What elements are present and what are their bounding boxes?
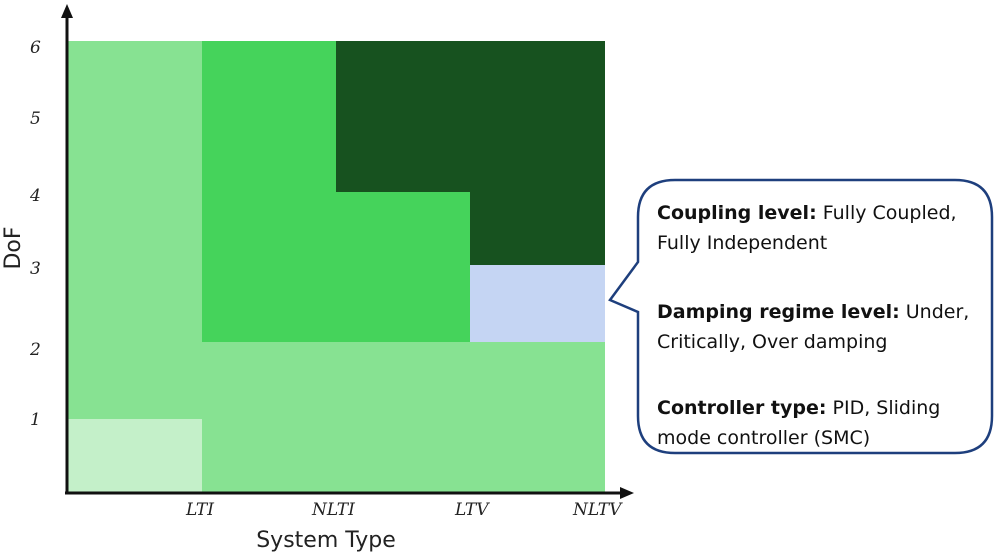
callout-damping-line1: Damping regime level: Under, <box>657 301 969 323</box>
callout-controller-text: PID, Sliding <box>826 397 940 419</box>
x-axis-title: System Type <box>256 528 396 553</box>
y-tick-label: 6 <box>30 38 41 58</box>
y-axis-title: DoF <box>1 226 26 269</box>
callout-controller-line1: Controller type: PID, Sliding <box>657 397 940 419</box>
y-tick-label: 2 <box>29 340 41 360</box>
region-very-light-green <box>67 419 202 493</box>
callout-controller-label: Controller type: <box>657 397 826 419</box>
callout-damping-line2: Critically, Over damping <box>657 331 887 353</box>
callout-coupling-line2: Fully Independent <box>657 232 827 254</box>
y-tick-label: 5 <box>30 109 41 129</box>
x-tick-label: LTI <box>185 500 214 520</box>
y-tick-label: 1 <box>30 410 41 430</box>
x-tick-label: NLTV <box>572 500 623 520</box>
callout-coupling-line1: Coupling level: Fully Coupled, <box>657 202 957 224</box>
region-dark-green <box>336 41 605 265</box>
callout-controller-line2: mode controller (SMC) <box>657 427 870 449</box>
y-tick-label: 3 <box>30 259 41 279</box>
y-axis-arrow <box>61 4 73 18</box>
callout-coupling-label: Coupling level: <box>657 202 817 224</box>
region-light-blue <box>470 265 605 342</box>
callout-damping-text: Under, <box>900 301 970 323</box>
y-tick-label: 4 <box>29 186 41 206</box>
callout-bubble <box>608 178 994 455</box>
callout-damping-label: Damping regime level: <box>657 301 900 323</box>
callout-coupling-text: Fully Coupled, <box>817 202 957 224</box>
x-tick-label: LTV <box>454 500 490 520</box>
x-tick-label: NLTI <box>311 500 355 520</box>
x-axis-arrow <box>620 487 634 499</box>
